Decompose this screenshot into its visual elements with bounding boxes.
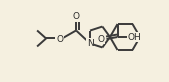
Text: O: O [56, 35, 63, 44]
Text: OH: OH [127, 32, 141, 41]
Text: N: N [87, 39, 93, 48]
Text: O: O [98, 35, 104, 44]
Text: O: O [73, 12, 80, 21]
